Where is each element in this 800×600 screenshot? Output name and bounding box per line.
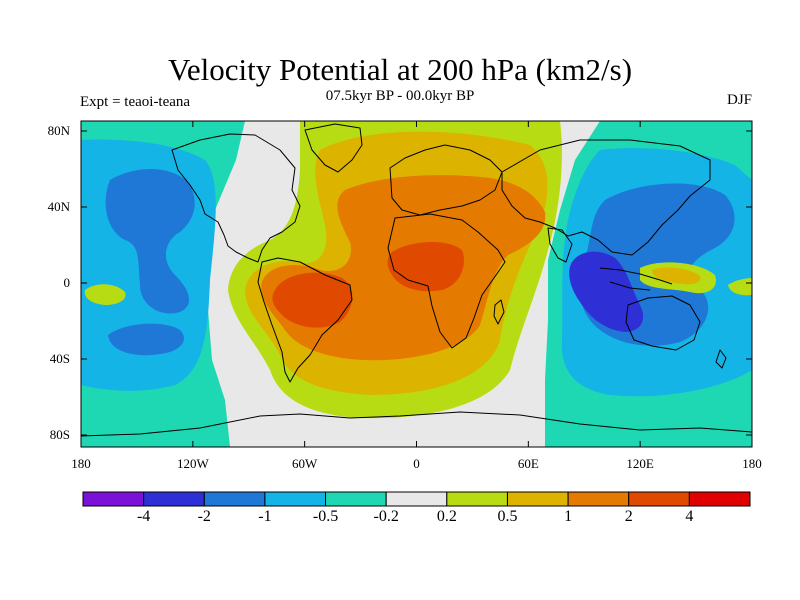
x-tick-label: 0	[413, 456, 420, 471]
contour-yellow-east	[652, 267, 701, 285]
coast-asia	[501, 139, 711, 256]
colorbar-label: -1	[258, 508, 272, 525]
plot-title: Velocity Potential at 200 hPa (km2/s)	[167, 52, 633, 87]
coast-australia	[625, 295, 701, 351]
x-tick-label: 60W	[292, 456, 318, 471]
colorbar-swatch	[628, 491, 690, 507]
colorbar-label: 0.5	[497, 508, 518, 525]
colorbar-swatch	[203, 491, 266, 507]
y-tick-label: 0	[63, 275, 71, 290]
coast-greenland	[304, 123, 363, 173]
x-tick-label: 120W	[176, 456, 209, 471]
coast-europe	[389, 144, 503, 216]
colorbar-label: 2	[624, 508, 633, 525]
y-tick-label: 80S	[49, 427, 70, 442]
colorbar-label: -0.2	[373, 508, 399, 525]
colorbar-swatch	[82, 491, 145, 507]
plot-subtitle: 07.5kyr BP - 00.0kyr BP	[325, 88, 475, 104]
axis-ticks	[80, 121, 753, 447]
x-tick-label: 120E	[626, 456, 654, 471]
colorbar-label: -2	[197, 508, 211, 525]
coastlines	[80, 123, 753, 437]
x-tick-label: 180	[71, 456, 91, 471]
y-tick-label: 40S	[49, 351, 70, 366]
coast-africa	[387, 213, 506, 349]
colorbar-swatch	[506, 491, 569, 507]
colorbar-swatch	[446, 491, 508, 507]
season-label: DJF	[726, 92, 752, 108]
coast-new-zealand	[715, 349, 727, 369]
colorbar-swatch	[385, 491, 448, 507]
contour-neg-east-l4	[569, 251, 644, 332]
contour-green-east-edge	[728, 278, 752, 296]
colorbar-label: 1	[564, 508, 573, 525]
colorbar	[82, 491, 751, 507]
map-field	[81, 121, 752, 447]
coast-south-america	[257, 257, 353, 383]
colorbar-label: 0.2	[436, 508, 457, 525]
contour-pos-l4-samerica	[272, 272, 353, 328]
contour-green-west	[84, 284, 126, 305]
colorbar-swatch	[264, 491, 327, 507]
colorbar-label: 4	[685, 508, 694, 525]
experiment-label: Expt = teaoi-teana	[80, 94, 191, 110]
coast-india	[547, 227, 573, 263]
colorbar-swatch	[143, 491, 205, 507]
contour-neg-west-l3b	[108, 323, 184, 356]
x-tick-label: 180	[742, 456, 762, 471]
x-tick-label: 60E	[517, 456, 539, 471]
coast-antarctica	[80, 411, 753, 437]
colorbar-label: -0.5	[312, 508, 339, 525]
coast-madagascar	[493, 299, 505, 325]
colorbar-swatch	[325, 491, 387, 507]
colorbar-swatch	[567, 491, 630, 507]
coast-north-america	[171, 133, 301, 263]
contour-neg-west-l3a	[105, 168, 195, 314]
coast-indonesia	[599, 267, 673, 291]
colorbar-label: -4	[136, 508, 151, 525]
colorbar-swatch	[688, 491, 751, 507]
y-tick-label: 40N	[47, 199, 70, 214]
y-tick-label: 80N	[47, 123, 70, 138]
